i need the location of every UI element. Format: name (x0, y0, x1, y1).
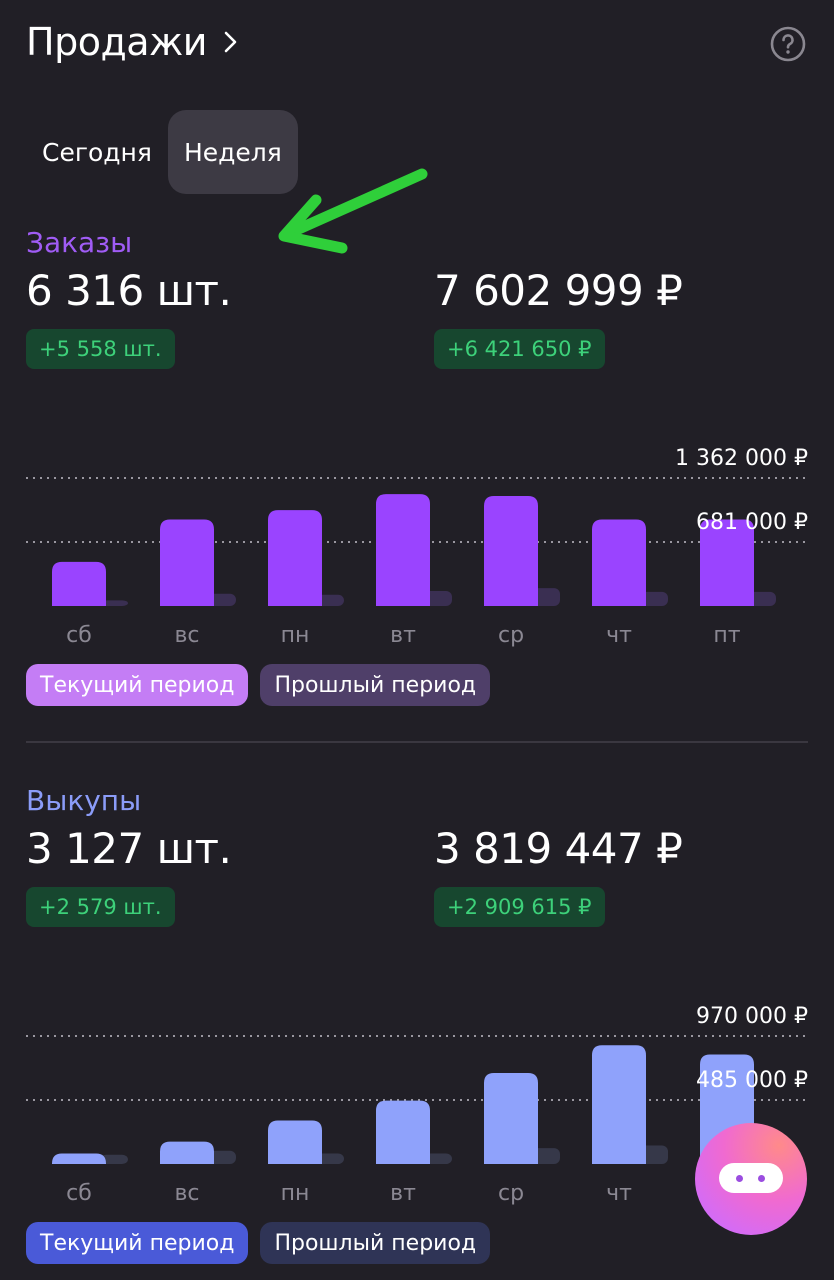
buyouts-count-delta: +2 579 шт. (26, 887, 175, 927)
annotation-arrow (278, 168, 428, 254)
bar-previous-1 (208, 1150, 236, 1164)
bar-current-1 (160, 519, 214, 606)
bar-current-3 (376, 494, 430, 606)
orders-label: Заказы (26, 226, 133, 259)
category-label: вс (174, 623, 199, 648)
assistant-button[interactable] (695, 1123, 807, 1235)
buyouts-count: 3 127 шт. (26, 824, 232, 873)
category-label: пт (713, 623, 740, 648)
bar-current-6 (700, 519, 754, 606)
bar-previous-4 (532, 1148, 560, 1164)
category-label: сб (66, 623, 92, 648)
bar-current-4 (484, 496, 538, 606)
category-label: вт (390, 623, 416, 648)
legend-current-period[interactable]: Текущий период (26, 1222, 249, 1264)
orders-count: 6 316 шт. (26, 266, 232, 315)
bar-previous-3 (424, 1153, 452, 1164)
category-label: сб (66, 1181, 92, 1206)
category-label: вт (390, 1181, 416, 1206)
bar-previous-6 (748, 591, 776, 606)
bar-current-2 (268, 510, 322, 606)
bar-current-1 (160, 1141, 214, 1164)
orders-legend: Текущий период Прошлый период (26, 664, 491, 706)
category-label: ср (498, 1181, 524, 1206)
buyouts-sum-delta: +2 909 615 ₽ (434, 887, 605, 927)
orders-count-delta: +5 558 шт. (26, 329, 175, 369)
chart-plot: сб вс пн вт ср чт пт (26, 477, 808, 648)
bar-current-4 (484, 1072, 538, 1164)
legend-previous-period[interactable]: Прошлый период (260, 664, 491, 706)
orders-chart: сб вс пн вт ср чт пт 1 362 000 ₽ 681 000 ₽ (26, 440, 808, 655)
gridline-label: 681 000 ₽ (696, 510, 808, 535)
category-label: пн (281, 623, 310, 648)
bar-previous-0 (100, 600, 128, 606)
orders-sum-delta: +6 421 650 ₽ (434, 329, 605, 369)
bar-previous-2 (316, 594, 344, 606)
tab-week[interactable]: Неделя (167, 110, 298, 194)
category-label: чт (606, 623, 632, 648)
bar-previous-2 (316, 1153, 344, 1164)
gridline-label: 970 000 ₽ (696, 1004, 808, 1029)
bar-current-0 (52, 561, 106, 606)
period-tabs: Сегодня Неделя (26, 110, 298, 194)
bar-previous-3 (424, 590, 452, 606)
chevron-right-icon (224, 31, 237, 53)
legend-previous-period[interactable]: Прошлый период (260, 1222, 491, 1264)
bar-current-2 (268, 1120, 322, 1164)
bar-current-0 (52, 1153, 106, 1164)
buyouts-label: Выкупы (26, 784, 142, 817)
orders-sum: 7 602 999 ₽ (434, 266, 683, 315)
buyouts-chart: сбвспнвтсрчтпт970 000 ₽485 000 ₽ (26, 998, 808, 1213)
legend-current-period[interactable]: Текущий период (26, 664, 249, 706)
page-title[interactable]: Продажи (26, 20, 207, 64)
section-divider (26, 741, 808, 743)
gridline-label: 1 362 000 ₽ (675, 446, 808, 471)
gridline-label: 485 000 ₽ (696, 1068, 808, 1093)
bar-previous-5 (640, 591, 668, 606)
category-label: вс (174, 1181, 199, 1206)
bar-previous-0 (100, 1154, 128, 1164)
bar-previous-4 (532, 588, 560, 606)
bar-current-5 (592, 1045, 646, 1164)
tab-today[interactable]: Сегодня (42, 137, 152, 167)
robot-face-icon (719, 1163, 783, 1193)
bar-previous-5 (640, 1145, 668, 1164)
bar-previous-1 (208, 593, 236, 606)
bar-current-3 (376, 1100, 430, 1164)
category-label: ср (498, 623, 524, 648)
buyouts-legend: Текущий период Прошлый период (26, 1222, 491, 1264)
header[interactable]: Продажи (26, 20, 241, 64)
buyouts-sum: 3 819 447 ₽ (434, 824, 683, 873)
category-label: пн (281, 1181, 310, 1206)
help-icon[interactable] (770, 26, 806, 62)
category-label: чт (606, 1181, 632, 1206)
bar-current-5 (592, 519, 646, 606)
